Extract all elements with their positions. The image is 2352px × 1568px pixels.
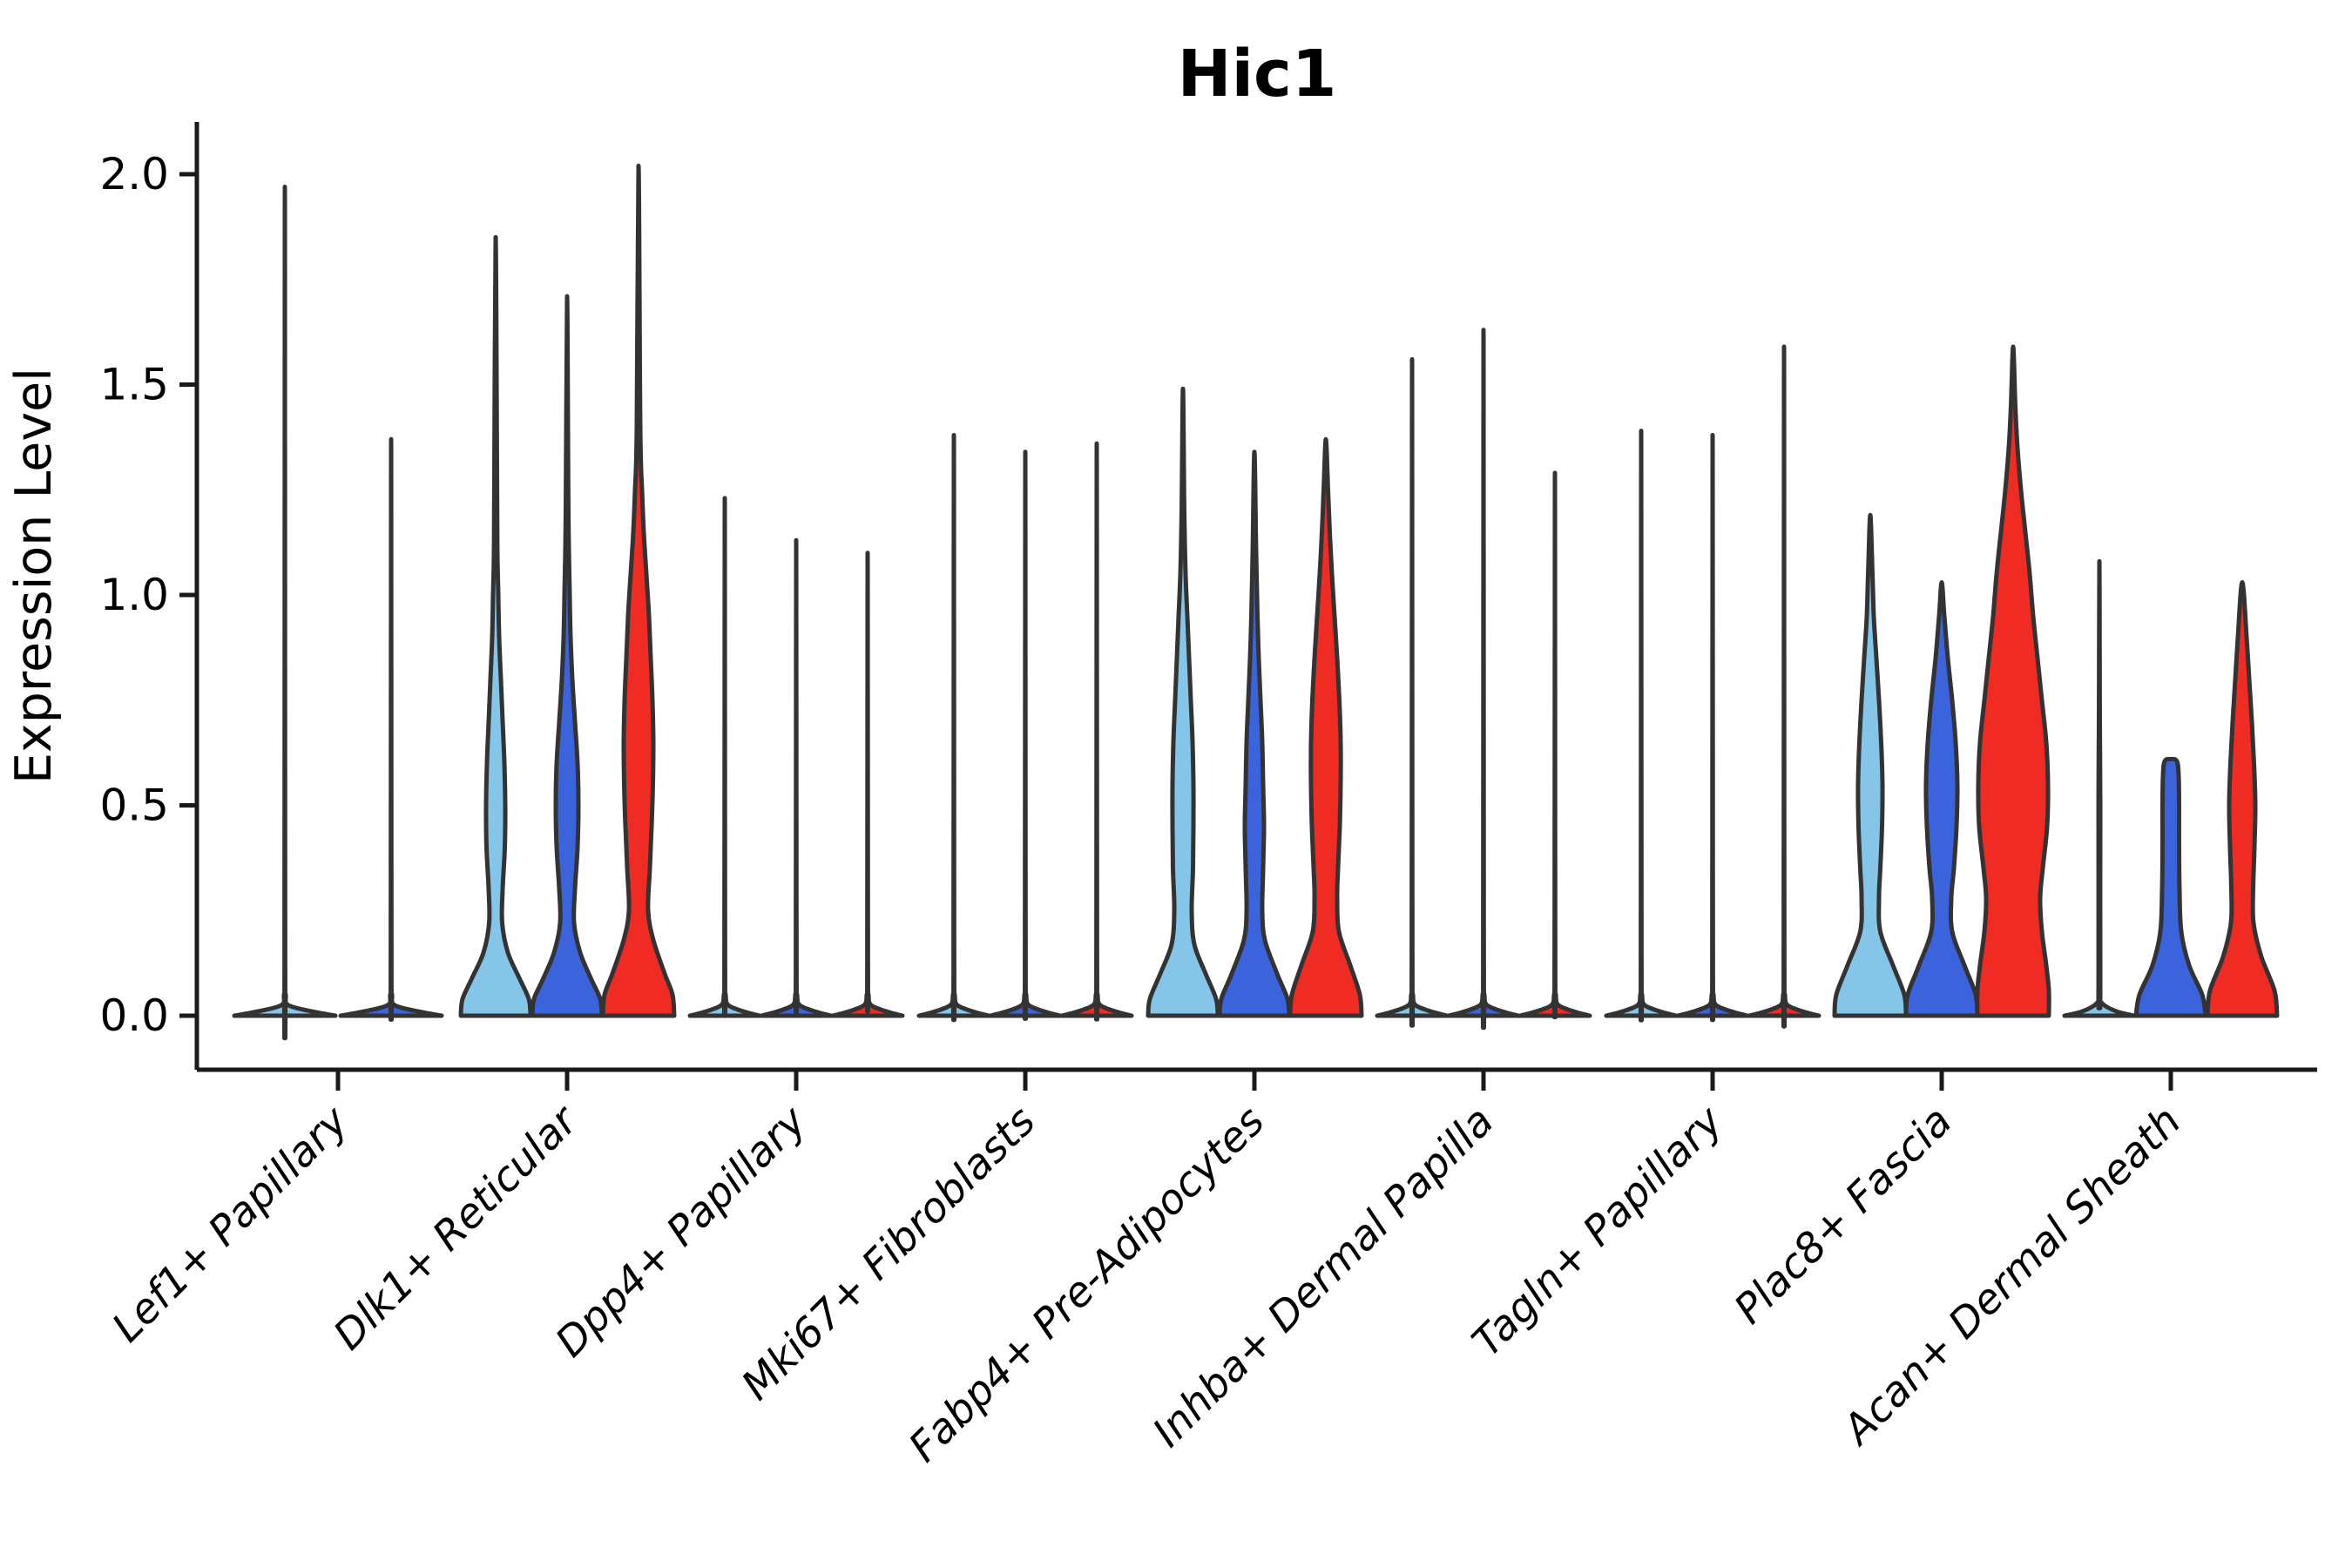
violin-darkblue	[2133, 756, 2208, 1018]
y-tick-label: 1.5	[99, 360, 169, 410]
violin-series	[232, 163, 2280, 1040]
x-tick-label: Lef1+ Papillary	[103, 1097, 358, 1352]
violin-darkblue	[530, 294, 605, 1018]
x-tick-label: Plac8+ Fascia	[1725, 1098, 1961, 1334]
violin-darkblue	[1903, 580, 1980, 1018]
violin-red	[600, 163, 677, 1018]
y-tick-label: 0.5	[99, 781, 169, 831]
violin-lightblue	[687, 496, 762, 1018]
y-tick-label: 0.0	[99, 990, 169, 1041]
chart-title: Hic1	[1178, 37, 1337, 112]
violin-darkblue	[759, 537, 834, 1018]
violin-darkblue	[988, 449, 1063, 1021]
y-axis-label: Expression Level	[5, 368, 63, 784]
y-tick-label: 1.0	[99, 570, 169, 620]
violin-red	[1517, 470, 1592, 1019]
y-axis-ticks: 2.0 1.5 1.0 0.5 0.0	[99, 149, 197, 1041]
violin-lightblue	[1832, 512, 1909, 1018]
x-tick-label: Dlk1+ Reticular	[325, 1096, 589, 1360]
violin-darkblue	[1217, 449, 1292, 1018]
violin-red	[1975, 344, 2051, 1018]
violin-red	[830, 551, 905, 1018]
violin-red	[1288, 436, 1364, 1018]
violin-lightblue	[1146, 386, 1220, 1018]
violin-lightblue	[458, 234, 533, 1018]
violin-red	[2205, 580, 2280, 1018]
violin-lightblue	[232, 185, 338, 1040]
violin-darkblue	[338, 436, 444, 1022]
violin-lightblue	[1375, 357, 1450, 1028]
violin-lightblue	[2062, 558, 2137, 1018]
violin-red	[1059, 441, 1134, 1022]
violin-darkblue	[1675, 433, 1750, 1023]
violin-lightblue	[1604, 429, 1679, 1023]
x-tick-label: Dpp4+ Papillary	[546, 1097, 816, 1367]
violin-lightblue	[916, 433, 991, 1023]
x-tick-label: Tagln+ Papillary	[1463, 1097, 1734, 1367]
y-tick-label: 2.0	[99, 149, 169, 199]
violin-red	[1747, 344, 1821, 1029]
violin-darkblue	[1446, 328, 1521, 1031]
